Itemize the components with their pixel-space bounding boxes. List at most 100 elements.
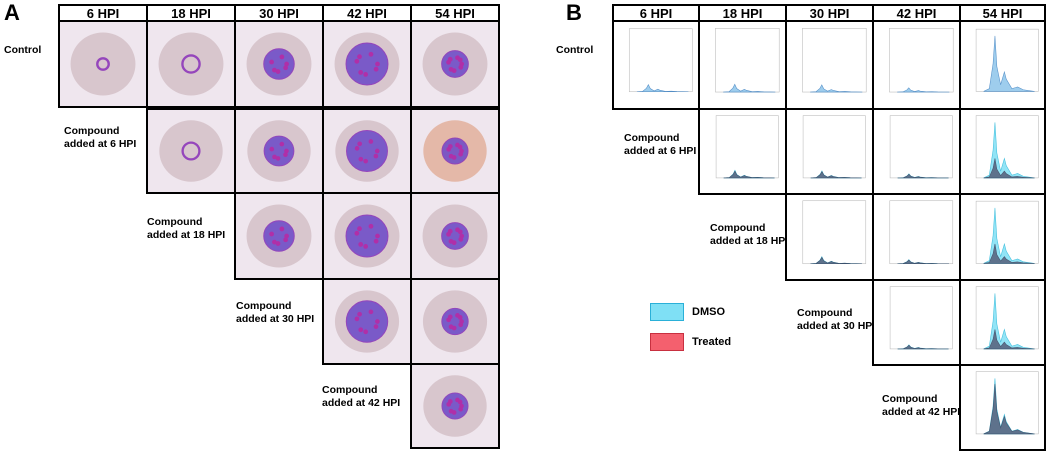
parasite-nucleus — [279, 54, 285, 60]
parasite — [181, 141, 201, 161]
histogram-cell — [959, 20, 1046, 110]
histogram-treated — [723, 170, 775, 179]
panel-b-letter: B — [566, 0, 582, 25]
histogram-treated — [897, 173, 949, 179]
parasite-nucleus — [448, 324, 454, 330]
parasite-nucleus — [447, 228, 453, 234]
histogram-control — [983, 35, 1035, 92]
micrograph-image — [246, 32, 312, 96]
panel-a-row-label-18hpi: Compound added at 18 HPI — [147, 216, 226, 241]
panel-b-header: 18 HPI — [700, 6, 787, 21]
panel-a-row-label-6hpi: Compound added at 6 HPI — [64, 125, 137, 150]
histogram-cell — [785, 108, 874, 195]
parasite-nucleus — [375, 233, 380, 239]
parasite — [263, 220, 295, 252]
parasite-nucleus — [447, 56, 453, 62]
legend-swatch-treated — [650, 333, 684, 351]
parasite-nucleus — [354, 316, 360, 322]
parasite-nucleus — [284, 233, 290, 239]
parasite — [345, 300, 389, 343]
histogram-plot — [802, 200, 867, 265]
histogram-cell — [872, 20, 961, 110]
micrograph-cell — [322, 108, 412, 194]
panel-a-header: 54 HPI — [435, 5, 475, 21]
panel-b-header: 6 HPI — [614, 6, 700, 21]
histogram-treated — [983, 243, 1035, 264]
panel-a-header: 6 HPI — [60, 6, 148, 21]
parasite — [441, 222, 469, 250]
histogram-plot — [889, 286, 953, 350]
parasite-nucleus — [283, 152, 288, 158]
histogram-axes — [889, 200, 954, 265]
histogram-cell — [698, 20, 787, 110]
parasite-nucleus — [269, 59, 275, 65]
micrograph-cell — [234, 20, 324, 108]
histogram-plot — [889, 28, 954, 93]
parasite-nucleus — [457, 144, 463, 150]
parasite — [346, 130, 388, 172]
parasite-nucleus — [283, 65, 289, 71]
parasite — [263, 48, 295, 80]
micrograph-image — [159, 120, 223, 182]
parasite-nucleus — [275, 156, 281, 161]
parasite — [345, 42, 389, 86]
micrograph-cell — [410, 363, 500, 449]
parasite-nucleus — [358, 69, 364, 75]
histogram-cell — [959, 279, 1046, 366]
histogram-plot — [715, 115, 779, 179]
parasite-nucleus — [368, 309, 374, 315]
histogram-cell — [785, 20, 874, 110]
histogram-treated — [983, 383, 1035, 435]
panel-a-row-label-30hpi: Compound added at 30 HPI — [236, 300, 315, 325]
parasite-nucleus — [374, 148, 380, 154]
parasite — [181, 54, 201, 74]
histogram-plot — [975, 200, 1039, 264]
histogram-cell — [785, 193, 874, 281]
micrograph-cell — [410, 192, 500, 280]
histogram-cell — [872, 279, 961, 366]
micrograph-cell — [410, 108, 500, 194]
parasite-nucleus — [457, 229, 463, 235]
legend-item-treated: Treated — [650, 333, 731, 351]
parasite-nucleus — [283, 237, 289, 243]
parasite-nucleus — [448, 408, 454, 414]
micrograph-image — [422, 290, 488, 353]
parasite-nucleus — [375, 61, 380, 67]
legend-label-dmso: DMSO — [692, 306, 725, 318]
parasite-nucleus — [363, 158, 369, 164]
parasite-nucleus — [448, 238, 454, 244]
parasite — [345, 214, 389, 258]
micrograph-image — [334, 290, 400, 353]
micrograph-image — [158, 32, 224, 96]
parasite — [96, 57, 110, 71]
red-blood-cell — [158, 32, 224, 96]
red-blood-cell — [70, 32, 136, 96]
histogram-plot — [889, 115, 953, 179]
parasite-nucleus — [448, 66, 454, 72]
histogram-dmso — [983, 207, 1035, 264]
histogram-plot — [802, 115, 866, 179]
micrograph-cell — [234, 108, 324, 194]
parasite-nucleus — [272, 239, 277, 245]
parasite-nucleus — [284, 148, 289, 154]
parasite-nucleus — [457, 315, 463, 320]
parasite-nucleus — [269, 146, 275, 152]
histogram-treated — [810, 256, 862, 265]
parasite-nucleus — [458, 151, 464, 157]
histogram-dmso — [983, 293, 1035, 350]
parasite-nucleus — [272, 67, 277, 73]
parasite-nucleus — [458, 322, 464, 328]
parasite-nucleus — [272, 154, 277, 160]
parasite-nucleus — [373, 153, 379, 159]
histogram-cell — [612, 20, 700, 110]
legend: DMSO Treated — [650, 303, 731, 363]
histogram-plot — [715, 28, 780, 93]
histogram-cell — [872, 108, 961, 195]
parasite-nucleus — [448, 144, 453, 149]
parasite-nucleus — [457, 399, 463, 405]
parasite-nucleus — [269, 231, 275, 237]
histogram-axes — [889, 286, 953, 350]
histogram-cell — [872, 193, 961, 281]
histogram-control — [810, 84, 863, 93]
panel-b-row-label-control: Control — [556, 44, 594, 56]
